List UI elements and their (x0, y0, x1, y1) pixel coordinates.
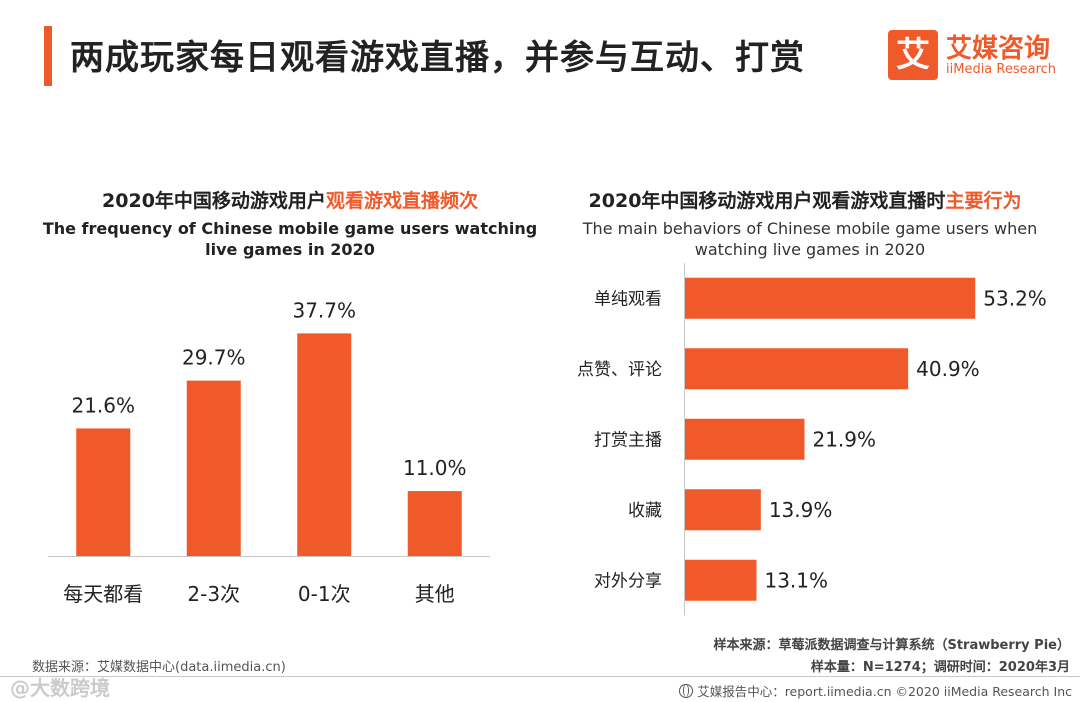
right-chart-data-label: 40.9% (916, 357, 980, 381)
right-chart-subtitle: The main behaviors of Chinese mobile gam… (540, 218, 1080, 260)
right-chart-bar (685, 348, 909, 390)
footer: 艾媒报告中心：report.iimedia.cn ©2020 iiMedia R… (679, 681, 1072, 700)
left-chart-category-label: 其他 (415, 582, 455, 606)
source-right-line2: 样本量：N=1274；调研时间：2020年3月 (810, 660, 1070, 675)
left-chart-data-label: 11.0% (403, 456, 467, 480)
right-chart-subtitle-line1: The main behaviors of Chinese mobile gam… (582, 219, 1038, 238)
left-chart-subtitle-line2: live games in 2020 (205, 240, 375, 259)
right-chart-bar (685, 489, 761, 531)
left-chart-subtitle-line1: The frequency of Chinese mobile game use… (42, 219, 538, 238)
right-chart-category-label: 打赏主播 (594, 430, 662, 450)
left-chart-title: 2020年中国移动游戏用户观看游戏直播频次 (30, 186, 550, 213)
footer-text: 艾媒报告中心：report.iimedia.cn ©2020 iiMedia R… (697, 684, 1072, 699)
left-chart-bar (407, 491, 462, 556)
left-chart-bar (186, 380, 241, 556)
left-chart-bar (76, 428, 131, 556)
left-chart-category-label: 每天都看 (63, 582, 143, 606)
right-chart-title: 2020年中国移动游戏用户观看游戏直播时主要行为 (530, 186, 1080, 213)
logo-name-cn: 艾媒咨询 (946, 34, 1051, 64)
left-chart-bar (297, 333, 352, 556)
iimedia-logo: 艾 艾媒咨询 iiMedia Research (888, 30, 1068, 82)
left-chart-category-label: 2-3次 (187, 582, 240, 606)
right-chart-title-highlight: 主要行为 (945, 190, 1022, 212)
globe-icon (679, 683, 694, 698)
right-chart-subtitle-line2: watching live games in 2020 (694, 240, 926, 259)
left-chart-title-highlight: 观看游戏直播频次 (325, 190, 478, 212)
left-chart-data-label: 29.7% (182, 346, 246, 370)
footer-divider (0, 676, 1080, 677)
left-chart-title-plain: 2020年中国移动游戏用户 (102, 190, 326, 212)
page-title: 两成玩家每日观看游戏直播，并参与互动、打赏 (70, 38, 805, 78)
left-chart-subtitle: The frequency of Chinese mobile game use… (30, 218, 550, 260)
right-chart-category-label: 对外分享 (594, 571, 662, 591)
title-accent-bar (44, 26, 52, 86)
left-chart-data-label: 21.6% (71, 393, 135, 417)
right-chart-data-label: 13.1% (764, 568, 828, 592)
right-chart-category-label: 点赞、评论 (577, 360, 662, 380)
logo-name-en: iiMedia Research (946, 62, 1057, 77)
right-chart-bar (685, 277, 976, 319)
right-chart-data-label: 13.9% (769, 498, 833, 522)
right-chart-category-label: 收藏 (628, 501, 662, 521)
logo-mark-icon: 艾 (888, 30, 938, 80)
right-chart-data-label: 53.2% (983, 286, 1047, 310)
source-right-line1: 样本来源：草莓派数据调查与计算系统（Strawberry Pie） (713, 638, 1070, 653)
right-chart-title-plain: 2020年中国移动游戏用户观看游戏直播时 (588, 190, 946, 212)
right-chart-data-label: 21.9% (812, 427, 876, 451)
watermark: @大数跨境 (10, 676, 110, 700)
right-chart-category-label: 单纯观看 (594, 289, 662, 309)
left-chart-data-label: 37.7% (292, 298, 356, 322)
left-chart-category-label: 0-1次 (298, 582, 351, 606)
right-chart-bar (685, 418, 805, 460)
source-left: 数据来源：艾媒数据中心(data.iimedia.cn) (32, 660, 286, 675)
right-chart-bar (685, 559, 757, 601)
